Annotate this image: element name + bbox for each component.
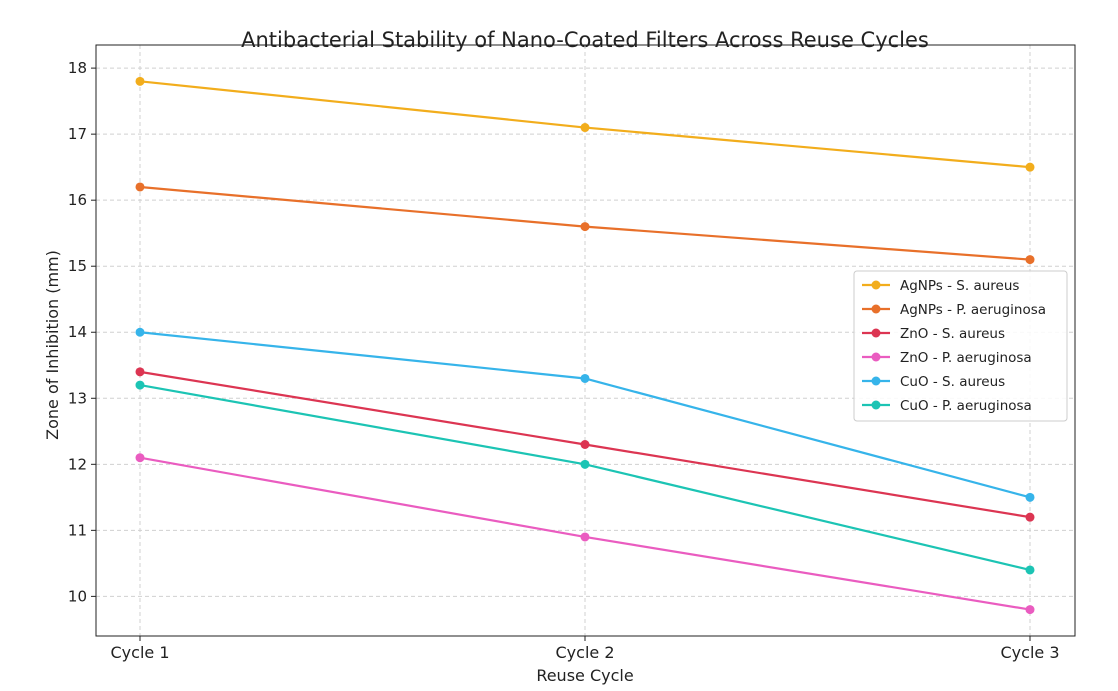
data-point <box>135 76 145 86</box>
y-tick-label: 11 <box>68 521 87 539</box>
y-tick-label: 13 <box>68 389 87 407</box>
data-point <box>135 182 145 192</box>
data-point <box>1025 162 1035 172</box>
x-axis: Cycle 1 Cycle 2 Cycle 3 <box>111 636 1060 662</box>
data-point <box>580 373 590 383</box>
x-axis-label: Reuse Cycle <box>536 666 633 685</box>
legend-label: AgNPs - P. aeruginosa <box>900 302 1046 318</box>
legend-swatch-marker <box>871 376 881 386</box>
y-tick-label: 14 <box>68 323 87 341</box>
data-point <box>135 453 145 463</box>
series-4 <box>135 327 1035 502</box>
legend-swatch-marker <box>871 280 881 290</box>
series-2 <box>135 367 1035 522</box>
y-tick-label: 10 <box>68 587 87 605</box>
series-group <box>135 76 1035 615</box>
data-point <box>1025 565 1035 575</box>
data-point <box>580 459 590 469</box>
legend-label: ZnO - S. aureus <box>900 326 1005 342</box>
y-tick-label: 15 <box>68 257 87 275</box>
series-1 <box>135 182 1035 265</box>
legend-label: AgNPs - S. aureus <box>900 278 1019 294</box>
data-point <box>135 327 145 337</box>
y-tick-label: 17 <box>68 125 87 143</box>
data-point <box>580 123 590 133</box>
series-0 <box>135 76 1035 172</box>
data-point <box>580 222 590 232</box>
y-tick-label: 12 <box>68 455 87 473</box>
legend-swatch-marker <box>871 400 881 410</box>
x-tick-label: Cycle 2 <box>556 643 615 662</box>
data-point <box>1025 492 1035 502</box>
legend-label: CuO - P. aeruginosa <box>900 398 1032 414</box>
data-point <box>580 440 590 450</box>
legend-swatch-marker <box>871 328 881 338</box>
plot-frame <box>95 44 1076 637</box>
legend-box <box>853 270 1068 422</box>
legend-label: ZnO - P. aeruginosa <box>900 350 1032 366</box>
x-tick-label: Cycle 3 <box>1001 643 1060 662</box>
y-axis: 10 11 12 13 14 15 16 17 18 <box>68 59 96 605</box>
data-point <box>580 532 590 542</box>
y-axis-label: Zone of Inhibition (mm) <box>43 250 62 440</box>
y-tick-label: 16 <box>68 191 87 209</box>
legend: AgNPs - S. aureus AgNPs - P. aeruginosa Zn… <box>853 270 1068 422</box>
data-point <box>1025 512 1035 522</box>
legend-swatch-marker <box>871 352 881 362</box>
data-point <box>135 380 145 390</box>
series-5 <box>135 380 1035 575</box>
x-tick-label: Cycle 1 <box>111 643 170 662</box>
legend-label: CuO - S. aureus <box>900 374 1005 390</box>
data-point <box>1025 605 1035 615</box>
series-3 <box>135 453 1035 615</box>
y-tick-label: 18 <box>68 59 87 77</box>
data-point <box>1025 255 1035 265</box>
legend-swatch-marker <box>871 304 881 314</box>
data-point <box>135 367 145 377</box>
